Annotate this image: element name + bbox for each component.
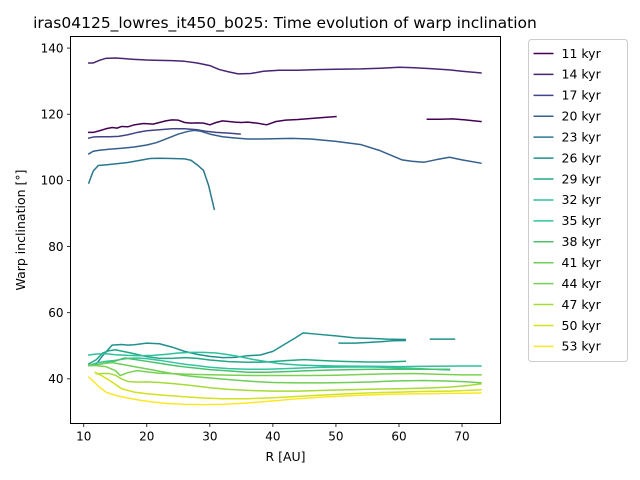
y-tick-label-2: 80 [48, 240, 63, 254]
y-axis-label: Warp inclination [°] [13, 170, 28, 291]
series-line-5-segment-0 [87, 332, 407, 367]
legend-label-3: 20 kyr [562, 109, 602, 124]
legend-label-6: 29 kyr [562, 171, 602, 186]
series-line-5-segment-2 [338, 339, 407, 344]
legend-label-9: 38 kyr [562, 234, 602, 249]
x-tick-label-3: 40 [265, 430, 280, 444]
legend-label-11: 44 kyr [562, 276, 602, 291]
x-tick-label-2: 30 [202, 430, 217, 444]
x-tick-label-4: 50 [328, 430, 343, 444]
y-axis-ticks: 40 60 80 100 120 140 [41, 41, 71, 386]
legend: 11 kyr 14 kyr 17 kyr 20 kyr 23 kyr 26 kyr 29 k… [528, 39, 628, 362]
series-line-9-segment-0 [87, 357, 451, 373]
legend-label-0: 11 kyr [562, 46, 602, 61]
legend-label-5: 26 kyr [562, 150, 602, 165]
legend-label-13: 50 kyr [562, 318, 602, 333]
legend-label-12: 47 kyr [562, 297, 602, 312]
series-line-12-segment-0 [95, 372, 482, 392]
y-tick-label-4: 120 [41, 108, 64, 122]
series-line-11-segment-0 [88, 364, 482, 377]
legend-label-10: 41 kyr [562, 255, 602, 270]
x-tick-label-5: 60 [391, 430, 406, 444]
series-lines [87, 57, 482, 406]
series-line-6-segment-0 [87, 348, 407, 365]
legend-label-14: 53 kyr [562, 339, 602, 354]
y-tick-label-0: 40 [48, 372, 63, 386]
legend-frame [528, 39, 628, 362]
plot-area-frame [70, 36, 501, 424]
y-tick-label-3: 100 [41, 174, 64, 188]
series-line-0-segment-1 [426, 118, 482, 123]
x-axis-label: R [AU] [265, 449, 305, 464]
legend-label-2: 17 kyr [562, 88, 602, 103]
x-axis-ticks: 10 20 30 40 50 60 70 [76, 423, 470, 444]
series-line-14-segment-0 [87, 376, 482, 406]
chart-title: iras04125_lowres_it450_b025: Time evolut… [33, 14, 537, 33]
series-line-10-segment-0 [87, 361, 482, 384]
series-line-3-segment-0 [87, 129, 482, 165]
series-line-0-segment-0 [88, 115, 337, 134]
x-tick-label-1: 20 [139, 430, 154, 444]
legend-label-1: 14 kyr [562, 67, 602, 82]
series-line-4-segment-0 [87, 157, 216, 211]
legend-label-4: 23 kyr [562, 129, 602, 144]
y-tick-label-5: 140 [41, 41, 64, 55]
legend-label-7: 32 kyr [562, 192, 602, 207]
series-line-13-segment-0 [94, 371, 482, 400]
y-tick-label-1: 60 [48, 306, 63, 320]
series-line-1-segment-0 [88, 57, 482, 75]
legend-label-8: 35 kyr [562, 213, 602, 228]
x-tick-label-0: 10 [76, 430, 91, 444]
x-tick-label-6: 70 [454, 430, 469, 444]
series-line-2-segment-0 [87, 128, 241, 139]
